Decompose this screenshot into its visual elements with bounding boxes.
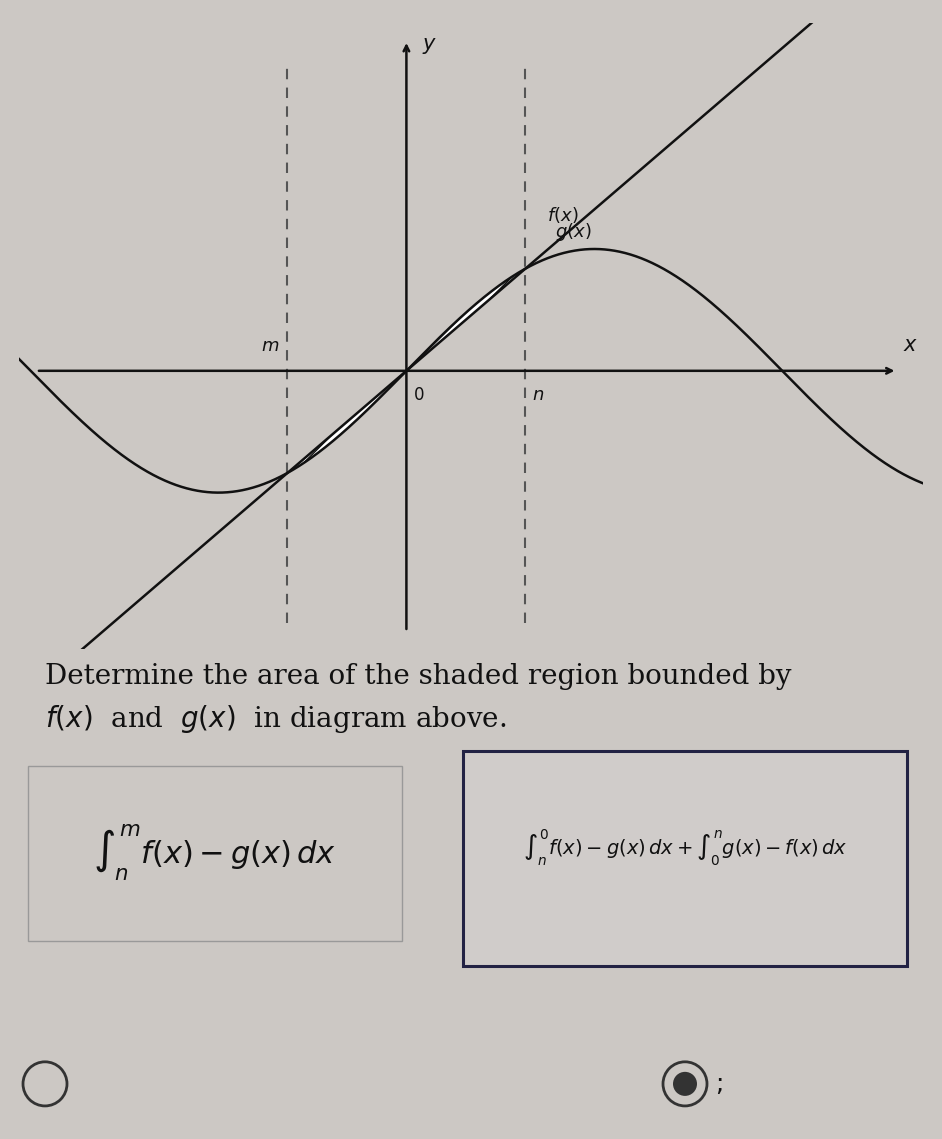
Text: $f(x)$  and  $g(x)$  in diagram above.: $f(x)$ and $g(x)$ in diagram above. [45, 703, 507, 735]
FancyBboxPatch shape [463, 751, 907, 966]
Text: $y$: $y$ [422, 35, 437, 56]
Circle shape [673, 1072, 697, 1096]
Text: $0$: $0$ [414, 386, 425, 404]
Text: ;: ; [715, 1072, 723, 1096]
Text: $f(x)$: $f(x)$ [547, 205, 578, 226]
Text: $x$: $x$ [902, 335, 918, 355]
Text: $n$: $n$ [532, 386, 544, 404]
Text: $m$: $m$ [261, 337, 279, 355]
Text: $\int_{n}^{m} f(x)-g(x)\,dx$: $\int_{n}^{m} f(x)-g(x)\,dx$ [93, 823, 336, 884]
Text: $\int_{n}^{0} f(x)-g(x)\,dx+\int_{0}^{n} g(x)-f(x)\,dx$: $\int_{n}^{0} f(x)-g(x)\,dx+\int_{0}^{n}… [523, 828, 847, 868]
FancyBboxPatch shape [28, 767, 402, 941]
Text: Determine the area of the shaded region bounded by: Determine the area of the shaded region … [45, 663, 791, 690]
Text: $g(x)$: $g(x)$ [556, 221, 592, 243]
